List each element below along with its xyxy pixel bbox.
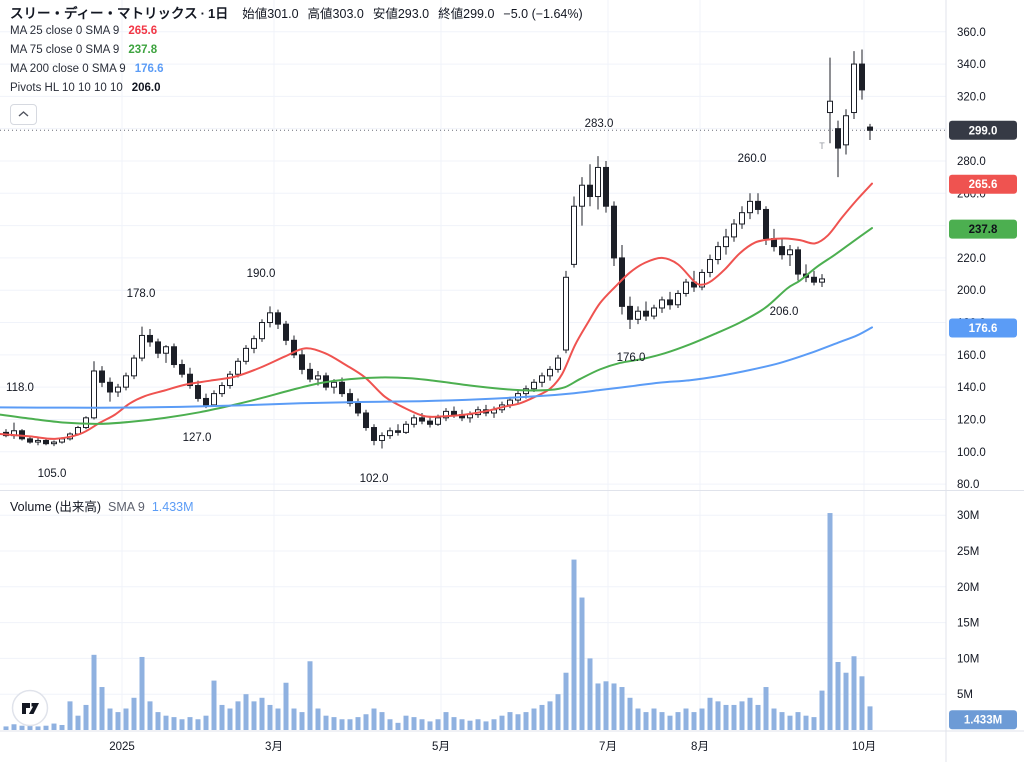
svg-text:127.0: 127.0 [183, 432, 212, 444]
svg-text:15M: 15M [957, 618, 979, 630]
svg-text:265.6: 265.6 [969, 179, 998, 191]
svg-text:102.0: 102.0 [360, 473, 389, 485]
svg-text:200.0: 200.0 [957, 285, 986, 297]
svg-text:118.0: 118.0 [6, 382, 34, 394]
legend-row-ma200[interactable]: MA 200 close 0 SMA 9 176.6 [10, 63, 583, 78]
svg-text:100.0: 100.0 [957, 447, 986, 459]
svg-text:30M: 30M [957, 510, 979, 522]
price-axis-background [946, 0, 1024, 762]
close-value: 終値299.0 [438, 7, 495, 21]
svg-text:120.0: 120.0 [957, 414, 986, 426]
svg-text:360.0: 360.0 [957, 27, 986, 39]
svg-text:7月: 7月 [599, 741, 617, 753]
tradingview-logo[interactable] [11, 689, 49, 732]
svg-text:176.0: 176.0 [617, 352, 646, 364]
symbol-title[interactable]: スリー・ディー・マトリックス [10, 6, 198, 21]
pivots-label: Pivots HL 10 10 10 10 [10, 82, 123, 95]
svg-text:299.0: 299.0 [969, 125, 998, 137]
pivots-value: 206.0 [131, 82, 161, 95]
chevron-up-icon [18, 111, 29, 117]
svg-text:140.0: 140.0 [957, 382, 986, 394]
volume-label: Volume (出来高) [10, 500, 101, 514]
ma200-value: 176.6 [134, 63, 164, 76]
open-value: 始値301.0 [242, 7, 299, 21]
svg-text:5月: 5月 [432, 741, 450, 753]
candles [3, 49, 873, 449]
axis-badges: 299.0 265.6 237.8 176.6 1.433M [949, 120, 1017, 730]
tradingview-logo-icon [11, 689, 49, 727]
svg-text:T: T [819, 141, 825, 151]
svg-text:105.0: 105.0 [38, 468, 67, 480]
svg-text:320.0: 320.0 [957, 91, 986, 103]
volume-bars [3, 513, 873, 730]
ma-line-ma200 [0, 326, 873, 409]
low-value: 安値293.0 [372, 7, 430, 21]
svg-text:20M: 20M [957, 582, 979, 594]
svg-text:160.0: 160.0 [957, 350, 986, 362]
svg-text:5M: 5M [957, 689, 973, 701]
svg-text:2025: 2025 [109, 741, 135, 753]
ma25-value: 265.6 [128, 25, 158, 38]
volume-sma-value: 1.433M [151, 500, 194, 514]
svg-text:10M: 10M [957, 653, 979, 665]
legend-row-pivots[interactable]: Pivots HL 10 10 10 10 206.0 [10, 82, 583, 97]
volume-sma-label: SMA 9 [108, 500, 145, 514]
svg-text:220.0: 220.0 [957, 253, 986, 265]
collapse-legend-button[interactable] [10, 103, 37, 125]
ma200-label: MA 200 close 0 SMA 9 [10, 63, 126, 76]
time-axis-labels[interactable]: 2025 3月 5月 7月 8月 10月 [109, 741, 876, 753]
ma75-label: MA 75 close 0 SMA 9 [10, 44, 120, 57]
ma-line-ma25 [0, 182, 873, 440]
svg-text:190.0: 190.0 [247, 268, 276, 280]
svg-text:80.0: 80.0 [957, 479, 979, 491]
main-legend: スリー・ディー・マトリックス · 1日 始値301.0 高値303.0 安値29… [10, 7, 583, 125]
svg-text:340.0: 340.0 [957, 59, 986, 71]
ma-line-ma75 [0, 227, 873, 425]
timeframe-label[interactable]: 1日 [208, 6, 229, 21]
symbol-row[interactable]: スリー・ディー・マトリックス · 1日 始値301.0 高値303.0 安値29… [10, 7, 583, 21]
svg-text:283.0: 283.0 [585, 118, 614, 130]
svg-text:206.0: 206.0 [770, 306, 799, 318]
legend-row-ma75[interactable]: MA 75 close 0 SMA 9 237.8 [10, 44, 583, 59]
svg-text:237.8: 237.8 [969, 224, 998, 236]
svg-text:176.6: 176.6 [969, 323, 998, 335]
svg-text:178.0: 178.0 [127, 288, 156, 300]
ma25-label: MA 25 close 0 SMA 9 [10, 25, 120, 38]
pivot-labels: 118.0 105.0 178.0 127.0 190.0 102.0 283.0 176.0… [6, 118, 825, 485]
svg-text:25M: 25M [957, 546, 979, 558]
svg-text:280.0: 280.0 [957, 156, 986, 168]
title-separator: · [200, 6, 205, 21]
ma75-value: 237.8 [128, 44, 158, 57]
svg-text:8月: 8月 [691, 741, 709, 753]
svg-text:10月: 10月 [852, 741, 876, 753]
svg-text:3月: 3月 [265, 741, 283, 753]
change-value: −5.0 (−1.64%) [503, 7, 583, 21]
svg-text:260.0: 260.0 [738, 153, 767, 165]
svg-text:1.433M: 1.433M [964, 715, 1002, 727]
volume-legend[interactable]: Volume (出来高) SMA 9 1.433M [10, 496, 194, 515]
high-value: 高値303.0 [307, 7, 364, 21]
legend-row-ma25[interactable]: MA 25 close 0 SMA 9 265.6 [10, 25, 583, 40]
ohlc-values: 始値301.0 高値303.0 安値293.0 終値299.0 −5.0 (−1… [242, 8, 582, 21]
